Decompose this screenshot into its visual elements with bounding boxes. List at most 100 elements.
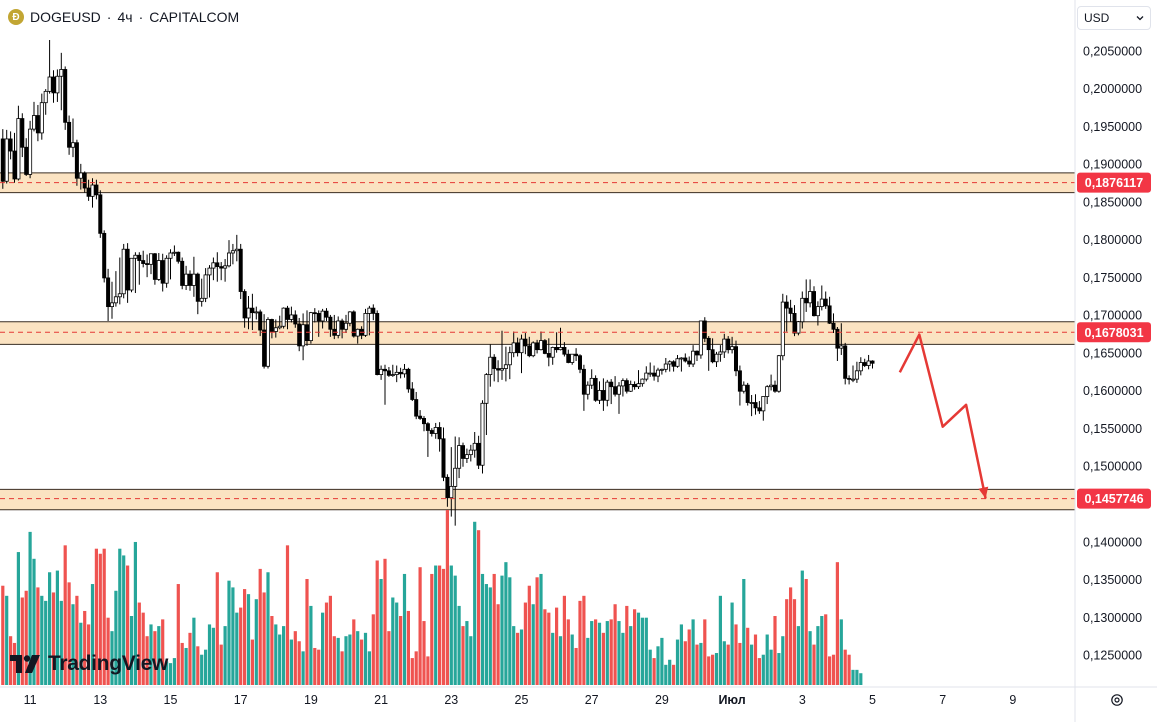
volume-bar [570,634,574,685]
gear-icon[interactable] [1108,693,1126,711]
volume-bar [730,602,734,685]
candle-body [398,371,403,375]
candle-body [679,357,684,360]
volume-bar [336,637,340,685]
volume-bar [808,631,812,685]
volume-bar [831,654,836,685]
candle-body [808,291,813,304]
candle-body [297,323,302,347]
volume-bar [512,626,516,685]
candle-body [765,386,770,397]
volume-bar [293,631,297,685]
volume-bar [200,654,204,685]
volume-bar [648,649,652,685]
candle-body [265,319,270,367]
time-tick-label: 11 [24,693,37,707]
price-tick-label: 0,1500000 [1083,460,1142,474]
symbol-name[interactable]: DOGEUSD [30,9,101,25]
candle-body [593,377,598,401]
level-zones [0,172,1075,511]
candle-body [656,369,661,377]
candle-body [301,324,306,347]
volume-bar [231,587,235,685]
volume-bar [114,590,118,685]
volume-bar [16,552,20,685]
candle-body [425,423,430,431]
level-price-badge [1077,488,1151,509]
volume-bar [67,582,71,685]
price-tick-label: 0,1400000 [1083,535,1142,549]
candle-body [324,310,329,318]
candle-body [632,384,637,388]
price-tick-label: 0,1950000 [1083,120,1142,134]
level-price-badge [1077,172,1151,193]
candle-body [523,338,528,347]
candle-body [258,311,263,331]
support-resistance-zone [0,489,1075,510]
volume-bar [48,572,52,685]
volume-bar [516,632,520,685]
candle-body [519,338,524,354]
candle-body [578,355,583,370]
volume-bar [621,632,625,685]
time-tick-label: 19 [304,693,318,707]
projection-arrow [898,333,989,499]
candle-body [51,76,56,94]
volume-bar [289,639,293,685]
candle-body [148,253,153,265]
volume-bar [391,597,395,685]
tradingview-logo[interactable]: TradingView [10,652,168,676]
volume-bar [40,595,44,685]
candle-body [168,252,173,259]
price-tick-label: 0,1350000 [1083,573,1142,587]
candle-body [316,313,321,322]
volume-bar [679,624,683,685]
candle-body [8,138,13,152]
volume-bar [371,614,375,685]
volume-bar [24,590,28,685]
time-tick-label: 29 [655,693,669,707]
volume-bar [406,610,410,685]
candle-body [827,305,832,324]
volume-bar [352,619,356,685]
candle-body [363,313,368,336]
volume-bar [562,595,566,685]
candle-body [574,353,579,357]
volume-bar [488,587,492,685]
candle-body [542,340,547,354]
volume-bar [239,607,243,685]
time-tick-label: 17 [234,693,248,707]
candle-body [819,298,824,308]
price-tick-label: 0,1850000 [1083,195,1142,209]
candle-body [710,349,715,363]
tradingview-wordmark: TradingView [48,652,169,675]
candle-body [187,273,192,286]
candle-body [757,407,762,412]
volume-bar [438,565,442,685]
candle-body [402,368,407,375]
candle-body [414,399,419,417]
candle-body [219,266,224,269]
volume-bar [83,610,87,685]
price-axis-background [1075,0,1157,722]
price-tick-label: 0,1550000 [1083,422,1142,436]
candle-body [382,368,387,372]
volume-bar [500,575,504,685]
candle-body [164,257,169,284]
volume-bar [262,592,266,685]
candle-body [698,320,703,356]
candle-body [223,265,228,269]
candle-body [761,396,766,412]
interval-label[interactable]: 4ч [117,9,133,25]
candle-body [63,69,68,123]
volume-bar [153,631,157,685]
volume-bar [718,595,722,685]
volume-bar [274,624,278,685]
candle-body [285,307,290,320]
currency-select[interactable]: USD [1077,6,1151,30]
candle-body [121,248,126,295]
candle-body [749,402,754,404]
volume-bar [246,594,251,685]
volume-bar [430,573,434,685]
